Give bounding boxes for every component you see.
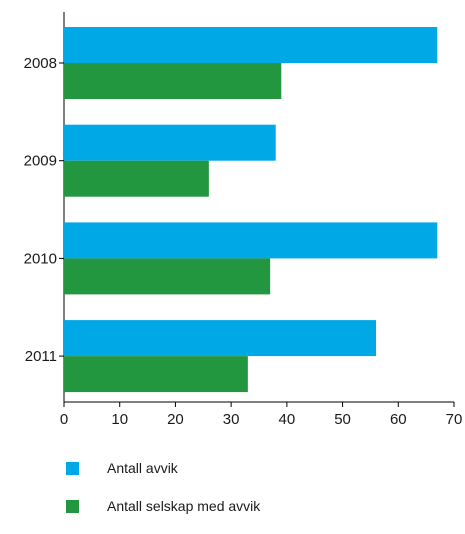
bar-2010-antall-avvik <box>64 222 438 259</box>
bar-2008-antall-selskap-med-avvik <box>64 63 282 99</box>
bar-2008-antall-avvik <box>64 27 438 63</box>
legend-swatch-antall-selskap-med-avvik <box>66 499 79 513</box>
y-tick-label-2009: 2009 <box>24 153 57 170</box>
x-tick-label-50: 50 <box>334 411 351 428</box>
bar-2009-antall-selskap-med-avvik <box>64 160 209 197</box>
x-tick-label-60: 60 <box>390 411 407 428</box>
bar-chart: 2008 2009 2010 2011 0 10 20 30 40 50 60 70 <box>24 12 463 428</box>
x-tick-label-10: 10 <box>111 411 128 428</box>
legend-item-antall-selskap-med-avvik: Antall selskap med avvik <box>66 496 260 516</box>
bar-2010-antall-selskap-med-avvik <box>64 258 271 295</box>
legend-swatch-antall-avvik <box>66 461 79 475</box>
y-tick-label-2010: 2010 <box>24 250 57 267</box>
x-tick-label-20: 20 <box>167 411 184 428</box>
y-tick-label-2008: 2008 <box>24 55 57 72</box>
bar-2009-antall-avvik <box>64 124 276 161</box>
y-tick-label-2011: 2011 <box>25 348 57 365</box>
legend-label-antall-selskap-med-avvik: Antall selskap med avvik <box>107 498 261 514</box>
bar-2011-antall-avvik <box>64 320 376 357</box>
x-tick-label-0: 0 <box>60 411 68 428</box>
bar-2011-antall-selskap-med-avvik <box>64 356 248 393</box>
legend-label-antall-avvik: Antall avvik <box>107 460 178 476</box>
x-tick-label-30: 30 <box>223 411 240 428</box>
x-tick-label-70: 70 <box>446 411 463 428</box>
x-tick-label-40: 40 <box>279 411 296 428</box>
legend-item-antall-avvik: Antall avvik <box>66 458 260 478</box>
chart-root: 2008 2009 2010 2011 0 10 20 30 40 50 60 70 Antall a… <box>24 12 463 514</box>
legend: Antall avvik Antall selskap med avvik <box>66 458 260 534</box>
